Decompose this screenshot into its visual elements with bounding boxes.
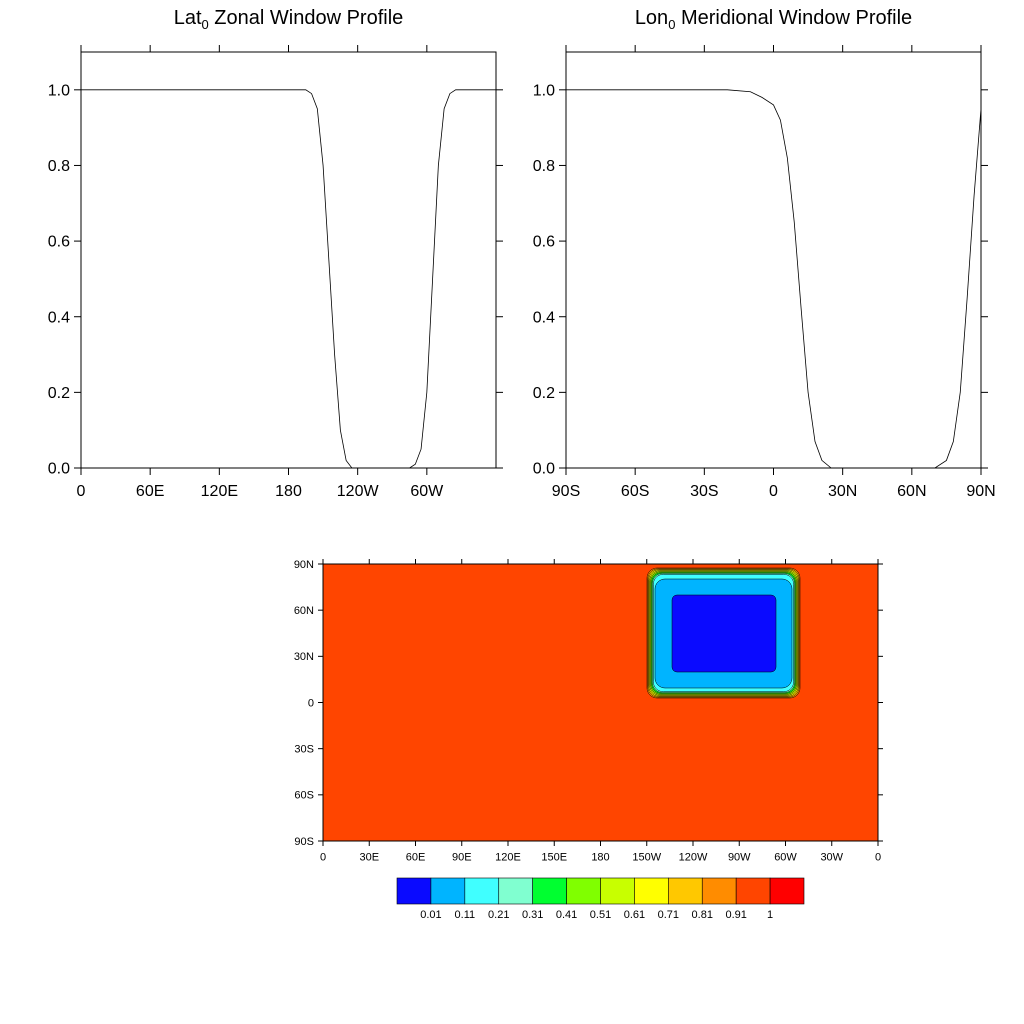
colorbar-label: 0.81 [692,909,713,921]
colorbar-box [464,877,500,905]
colorbar-box [600,877,635,905]
colorbar-box [430,877,466,905]
colorbar-box [498,877,533,905]
colorbar-box [396,877,432,905]
x-tick-label: 150W [632,851,661,863]
y-tick-label: 0.2 [533,385,555,402]
contour-band [671,594,777,673]
x-tick-label: 60W [774,851,797,863]
title-sub: 0 [668,17,675,32]
x-tick-label: 30S [690,483,718,500]
colorbar-label: 0.31 [522,909,543,921]
y-tick-label: 0.6 [48,234,70,251]
plot-frame [80,51,497,469]
title-main: Lon [635,7,668,29]
colorbar-label: 0.11 [455,909,476,921]
colorbar-box [566,877,601,905]
x-tick-label: 0 [320,851,326,863]
y-tick-label: 60S [294,790,314,802]
y-tick-label: 0.8 [48,158,70,175]
y-tick-label: 1.0 [48,82,70,99]
plot-frame [565,51,982,469]
x-tick-label: 60S [621,483,649,500]
colorbar-label: 0.71 [658,909,679,921]
y-tick-label: 0.0 [533,461,555,478]
x-tick-label: 0 [875,851,881,863]
colorbar-label: 0.61 [624,909,645,921]
x-tick-label: 0 [77,483,86,500]
colorbar-box [668,877,703,905]
x-tick-label: 60W [410,483,444,500]
title-rest: Zonal Window Profile [209,7,404,29]
colorbar-label: 1 [767,909,773,921]
x-tick-label: 60E [406,851,426,863]
x-tick-label: 0 [769,483,778,500]
x-tick-label: 30E [359,851,379,863]
y-tick-label: 0.2 [48,385,70,402]
x-tick-label: 180 [591,851,609,863]
x-tick-label: 60E [136,483,164,500]
y-tick-label: 90S [294,836,314,848]
colorbar-box [701,877,737,905]
chart-title: Lon0 Meridional Window Profile [635,7,912,32]
colorbar-label: 0.91 [725,909,746,921]
x-tick-label: 90S [552,483,580,500]
x-tick-label: 120W [337,483,380,500]
plot-frame [322,563,879,842]
x-tick-label: 120W [679,851,708,863]
y-tick-label: 60N [294,605,314,617]
y-tick-label: 1.0 [533,82,555,99]
colorbar-box [735,877,771,905]
colorbar-box [634,877,669,905]
y-tick-label: 30S [294,744,314,756]
title-rest: Meridional Window Profile [675,7,912,29]
x-tick-label: 30W [820,851,843,863]
y-tick-label: 0 [308,697,314,709]
profile-line [566,89,982,469]
x-tick-label: 120E [495,851,521,863]
x-tick-label: 90W [728,851,751,863]
x-tick-label: 90E [452,851,472,863]
chart-title: Lat0 Zonal Window Profile [174,7,404,32]
title-main: Lat [174,7,202,29]
title-sub: 0 [202,17,209,32]
y-tick-label: 0.4 [533,309,555,326]
colorbar-box [532,877,567,905]
profile-line [81,89,496,469]
y-tick-label: 90N [294,559,314,571]
y-tick-label: 0.4 [48,309,70,326]
y-tick-label: 0.0 [48,461,70,478]
y-tick-label: 30N [294,651,314,663]
x-tick-label: 150E [541,851,567,863]
x-tick-label: 180 [275,483,302,500]
x-tick-label: 90N [966,483,995,500]
y-tick-label: 0.8 [533,158,555,175]
colorbar-label: 0.41 [556,909,577,921]
x-tick-label: 30N [828,483,857,500]
y-tick-label: 0.6 [533,234,555,251]
colorbar-label: 0.51 [590,909,611,921]
colorbar-label: 0.01 [420,909,441,921]
x-tick-label: 120E [201,483,238,500]
colorbar-label: 0.21 [488,909,509,921]
x-tick-label: 60N [897,483,926,500]
colorbar-box [769,877,805,905]
